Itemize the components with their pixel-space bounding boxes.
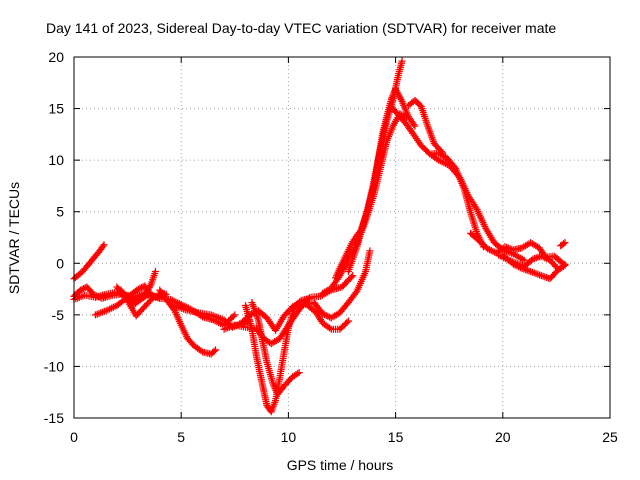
- y-tick-label: 5: [56, 204, 64, 220]
- y-tick-label: -15: [44, 410, 64, 426]
- x-axis-label: GPS time / hours: [287, 457, 394, 473]
- data-point: [439, 149, 447, 157]
- data-point: [411, 122, 419, 130]
- data-point: [134, 285, 142, 293]
- data-point: [366, 247, 374, 255]
- data-series: [344, 85, 419, 276]
- tick-labels: 0 5 10 15 20 25 -15 -10 -5 0 5 10 15 20: [44, 49, 618, 445]
- data-point: [295, 369, 303, 377]
- plot-frame: [73, 56, 611, 419]
- data-point: [151, 268, 159, 276]
- data-point: [352, 289, 360, 297]
- data-point: [343, 318, 351, 326]
- data-point: [559, 262, 567, 270]
- data-points: [70, 57, 569, 416]
- data-series: [302, 300, 352, 333]
- y-tick-label: -10: [44, 358, 64, 374]
- x-tick-label: 25: [602, 429, 618, 445]
- y-tick-label: 10: [48, 152, 64, 168]
- y-tick-label: -5: [52, 307, 65, 323]
- data-series: [310, 247, 374, 322]
- x-tick-label: 15: [388, 429, 404, 445]
- y-tick-label: 20: [48, 49, 64, 65]
- data-series: [387, 103, 488, 251]
- chart-title: Day 141 of 2023, Sidereal Day-to-day VTE…: [46, 20, 556, 36]
- data-series: [237, 300, 318, 334]
- data-point: [229, 312, 237, 320]
- y-tick-label: 15: [48, 101, 64, 117]
- x-tick-label: 10: [281, 429, 297, 445]
- data-point: [347, 273, 355, 281]
- data-point: [76, 286, 84, 294]
- data-series: [156, 286, 220, 358]
- y-axis-label: SDTVAR / TECUs: [6, 182, 22, 294]
- data-point: [437, 147, 445, 155]
- data-series: [117, 286, 168, 320]
- data-series: [248, 298, 303, 398]
- data-series: [70, 241, 108, 283]
- data-series: [319, 110, 410, 297]
- data-point: [78, 285, 86, 293]
- data-point: [561, 239, 569, 247]
- data-point: [344, 317, 352, 325]
- data-point: [231, 311, 239, 319]
- data-point: [349, 272, 357, 280]
- data-series: [404, 96, 447, 157]
- y-tick-label: 0: [56, 255, 64, 271]
- data-series: [426, 150, 528, 264]
- data-point: [560, 240, 568, 248]
- data-series: [499, 251, 569, 283]
- data-series: [557, 239, 569, 250]
- data-point: [100, 241, 108, 249]
- data-point: [136, 284, 144, 292]
- data-point: [294, 370, 302, 378]
- data-point: [212, 346, 220, 354]
- x-tick-label: 20: [495, 429, 511, 445]
- data-point: [210, 347, 218, 355]
- axis-ticks: [73, 56, 611, 419]
- x-tick-label: 0: [70, 429, 78, 445]
- data-point: [520, 256, 528, 264]
- x-tick-label: 5: [177, 429, 185, 445]
- data-point: [99, 242, 107, 250]
- data-series: [242, 294, 314, 416]
- data-point: [398, 57, 406, 65]
- data-point: [472, 204, 480, 212]
- data-point: [561, 260, 569, 268]
- grid-lines: [74, 57, 610, 418]
- data-point: [410, 121, 418, 129]
